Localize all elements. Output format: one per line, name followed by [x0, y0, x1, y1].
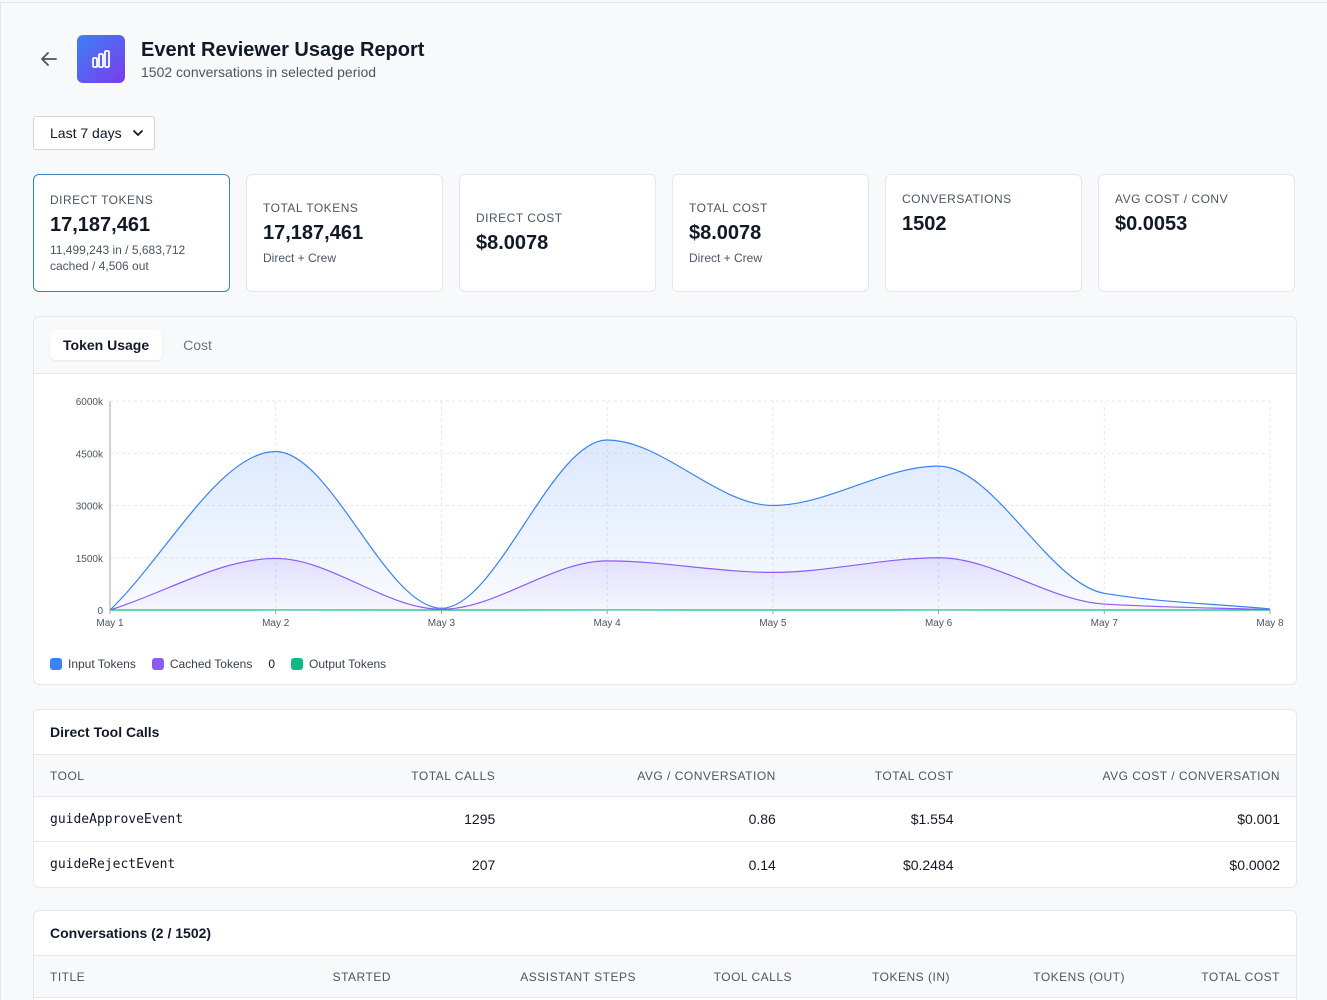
card-value: 17,187,461 [263, 221, 364, 244]
x-tick-label: May 5 [759, 618, 787, 629]
card-label: Total Cost [689, 200, 768, 215]
column-header[interactable]: Tokens (In) [872, 969, 950, 984]
column-header[interactable]: Avg / Conversation [637, 768, 776, 783]
card-label: Direct Cost [476, 211, 563, 225]
card-value: 1502 [902, 213, 947, 235]
cached-tokens-line [109, 557, 1271, 611]
y-tick-label: 0 [97, 606, 103, 617]
card-value: 17,187,461 [50, 213, 151, 236]
column-header[interactable]: Assistant Steps [520, 969, 636, 984]
period-select[interactable]: Last 7 days [33, 116, 155, 150]
legend-swatch [291, 658, 304, 670]
legend-extra-value: 0 [268, 657, 276, 671]
legend-item-input[interactable]: Input Tokens [50, 657, 136, 671]
card-avg-cost[interactable]: Avg Cost / Conv $0.0053 [1098, 174, 1295, 292]
period-select-value: Last 7 days [50, 125, 122, 141]
card-total-tokens[interactable]: Total Tokens 17,187,461 Direct + Crew [246, 174, 443, 292]
column-header[interactable]: Avg Cost / Conversation [1102, 768, 1281, 783]
legend-swatch [151, 658, 164, 670]
column-header[interactable]: Started [332, 969, 391, 984]
y-tick-label: 6000k [76, 397, 104, 408]
card-value: $0.0053 [1115, 213, 1188, 235]
x-tick-label: May 7 [1091, 618, 1119, 629]
stat-cards: Direct Tokens 17,187,461 11,499,243 in /… [33, 174, 1295, 292]
card-label: Conversations [902, 192, 1012, 206]
avg-per-conversation: 0.86 [748, 811, 776, 827]
column-header[interactable]: Tokens (Out) [1033, 969, 1125, 984]
total-cost: $0.2484 [902, 856, 954, 873]
card-value: $8.0078 [476, 232, 549, 254]
tool-calls-panel: Direct Tool Calls Tool Total Calls Avg /… [33, 709, 1297, 888]
legend-label: Output Tokens [309, 657, 387, 671]
y-tick-label: 1500k [76, 554, 104, 565]
chart-tabs: Token Usage Cost [34, 317, 1296, 374]
legend-item-cached[interactable]: Cached Tokens [151, 657, 253, 671]
card-label: Total Tokens [263, 200, 359, 215]
column-header[interactable]: Total Cost [1201, 969, 1280, 984]
table-row[interactable]: guideRejectEvent 207 0.14 $0.2484 $0.000… [34, 842, 1296, 887]
cached-tokens-area [110, 557, 1270, 610]
avg-cost-per-conversation: $0.0002 [1229, 856, 1281, 873]
token-usage-chart: 0 1500k 3000k 4500k 6000k May 1 May 2 May 3 May … [76, 397, 1284, 629]
card-label: Avg Cost / Conv [1115, 192, 1229, 206]
x-tick-label: May 8 [1256, 618, 1284, 629]
card-total-cost[interactable]: Total Cost $8.0078 Direct + Crew [672, 174, 869, 292]
tool-calls-title: Direct Tool Calls [34, 710, 1296, 755]
conversations-title: Conversations (2 / 1502) [34, 911, 1296, 956]
column-header[interactable]: Title [50, 969, 86, 984]
column-header[interactable]: Total Cost [874, 768, 954, 783]
x-tick-label: May 4 [594, 618, 622, 629]
chevron-down-icon [133, 130, 143, 136]
page-title: Event Reviewer Usage Report [141, 39, 425, 61]
avg-per-conversation: 0.14 [748, 856, 776, 873]
avg-cost-per-conversation: $0.001 [1237, 811, 1281, 827]
x-tick-label: May 3 [428, 618, 456, 629]
page-subtitle: 1502 conversations in selected period [141, 64, 377, 80]
table-row[interactable]: guideApproveEvent 1295 0.86 $1.554 $0.00… [34, 797, 1296, 842]
total-calls: 207 [471, 856, 496, 873]
conversations-panel: Conversations (2 / 1502) Title Started A… [33, 910, 1297, 1000]
card-sub: 11,499,243 in / 5,683,712 cached / 4,506… [50, 242, 186, 273]
bar-chart-icon [92, 50, 110, 68]
tool-name: guideRejectEvent [50, 857, 176, 872]
x-tick-label: May 1 [96, 618, 124, 629]
card-sub: Direct + Crew [263, 250, 337, 265]
total-cost: $1.554 [910, 811, 954, 827]
tab-cost[interactable]: Cost [183, 337, 212, 353]
column-header[interactable]: Tool [50, 768, 85, 783]
total-calls: 1295 [464, 811, 496, 827]
x-tick-label: May 6 [925, 618, 953, 629]
card-direct-cost[interactable]: Direct Cost $8.0078 [459, 174, 656, 292]
report-logo [77, 35, 125, 83]
card-sub: Direct + Crew [689, 250, 763, 265]
column-header[interactable]: Tool Calls [713, 969, 792, 984]
chart-legend: Input Tokens Cached Tokens 0 Output Toke… [50, 657, 386, 671]
legend-swatch [50, 658, 62, 670]
card-value: $8.0078 [689, 221, 762, 244]
y-tick-label: 3000k [76, 502, 104, 513]
card-direct-tokens[interactable]: Direct Tokens 17,187,461 11,499,243 in /… [33, 174, 230, 292]
y-tick-label: 4500k [76, 449, 104, 460]
page-header: Event Reviewer Usage Report 1502 convers… [38, 35, 424, 83]
chart-panel: Token Usage Cost 0 1500k 3000k 4500k 6000k Ma… [33, 316, 1297, 685]
arrow-left-icon [41, 52, 57, 66]
column-header[interactable]: Total Calls [411, 768, 496, 783]
tab-token-usage[interactable]: Token Usage [50, 330, 163, 360]
legend-label: Input Tokens [68, 657, 136, 671]
tool-calls-header: Tool Total Calls Avg / Conversation Tota… [34, 755, 1296, 797]
legend-item-output[interactable]: Output Tokens [291, 657, 386, 671]
card-conversations[interactable]: Conversations 1502 [885, 174, 1082, 292]
conversations-header: Title Started Assistant Steps Tool Calls… [34, 956, 1296, 998]
legend-label: Cached Tokens [169, 657, 253, 671]
back-button[interactable] [38, 48, 60, 70]
input-tokens-line [109, 439, 1271, 611]
tool-name: guideApproveEvent [50, 811, 184, 827]
x-tick-label: May 2 [262, 618, 290, 629]
card-label: Direct Tokens [50, 192, 154, 207]
